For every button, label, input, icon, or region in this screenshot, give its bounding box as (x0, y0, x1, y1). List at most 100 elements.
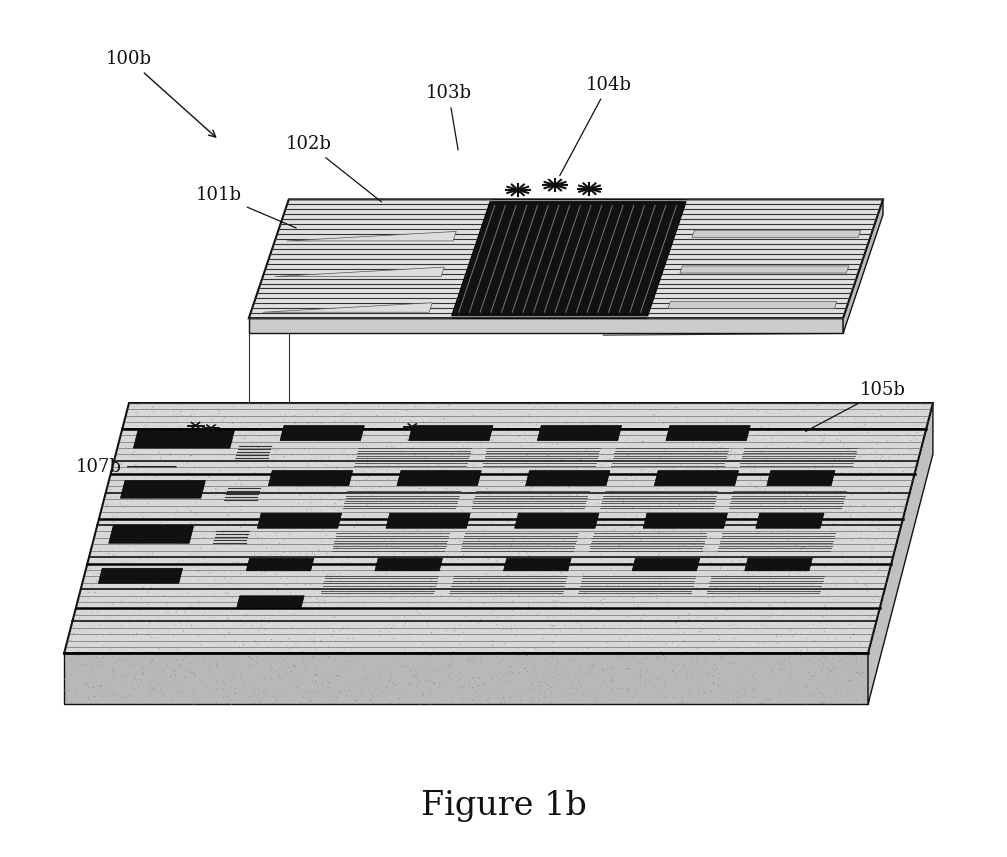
Point (441, 600, 457, 614)
Point (403, 669, 419, 683)
Point (523, 464, 539, 478)
Point (711, 648, 727, 662)
Point (713, 590, 729, 603)
Point (595, 427, 611, 440)
Point (567, 652, 583, 666)
Point (192, 540, 208, 554)
Point (268, 665, 284, 679)
Point (426, 524, 442, 538)
Point (276, 653, 292, 667)
Point (545, 474, 561, 488)
Point (448, 662, 464, 676)
Point (339, 448, 355, 462)
Point (841, 559, 857, 572)
Point (665, 495, 681, 509)
Point (727, 478, 743, 492)
Point (247, 650, 263, 664)
Point (880, 411, 896, 424)
Point (631, 695, 648, 709)
Point (182, 660, 198, 674)
Point (364, 691, 380, 704)
Point (693, 544, 709, 558)
Point (547, 554, 563, 568)
Point (67, 613, 84, 626)
Point (205, 632, 222, 646)
Point (483, 602, 499, 616)
Point (737, 688, 753, 702)
Point (611, 538, 627, 552)
Point (327, 644, 343, 658)
Point (416, 627, 432, 641)
Point (663, 495, 679, 509)
Point (153, 480, 169, 494)
Point (326, 481, 342, 494)
Point (824, 524, 840, 537)
Point (757, 425, 773, 439)
Point (748, 481, 764, 494)
Point (815, 509, 831, 523)
Point (142, 679, 158, 692)
Point (118, 691, 134, 704)
Point (750, 525, 766, 539)
Point (122, 440, 138, 453)
Point (726, 411, 742, 425)
Point (447, 624, 463, 638)
Point (453, 512, 469, 525)
Point (471, 533, 487, 547)
Point (745, 654, 761, 668)
Point (417, 503, 433, 517)
Point (212, 439, 229, 452)
Point (155, 650, 171, 663)
Point (757, 506, 773, 520)
Point (139, 434, 155, 448)
Point (682, 695, 698, 709)
Point (292, 546, 308, 560)
Point (529, 521, 545, 535)
Point (761, 527, 777, 541)
Point (335, 476, 351, 490)
Point (314, 578, 330, 591)
Point (263, 558, 279, 572)
Point (693, 428, 709, 442)
Point (631, 540, 648, 554)
Point (184, 685, 200, 698)
Point (894, 472, 910, 486)
Point (131, 613, 147, 626)
Point (849, 656, 865, 670)
Point (334, 409, 350, 423)
Point (522, 482, 538, 495)
Point (767, 482, 783, 495)
Point (624, 529, 640, 542)
Point (348, 694, 365, 708)
Point (375, 645, 391, 659)
Point (824, 524, 840, 538)
Point (623, 592, 639, 606)
Point (112, 670, 128, 684)
Point (363, 488, 379, 502)
Point (343, 643, 359, 656)
Point (774, 662, 790, 676)
Point (593, 433, 609, 446)
Point (487, 594, 504, 608)
Point (274, 622, 290, 636)
Point (303, 695, 319, 709)
Point (706, 498, 722, 512)
Point (727, 450, 743, 464)
Point (384, 687, 400, 701)
Point (657, 691, 673, 704)
Point (852, 595, 868, 608)
Point (582, 411, 598, 425)
Point (432, 677, 448, 691)
Point (428, 423, 444, 437)
Point (96, 630, 112, 644)
Point (596, 677, 612, 691)
Point (762, 599, 778, 613)
Point (612, 536, 628, 550)
Point (804, 670, 820, 684)
Point (406, 587, 422, 601)
Point (553, 441, 569, 455)
Point (81, 680, 97, 694)
Point (544, 557, 560, 571)
Point (607, 524, 623, 538)
Point (645, 561, 662, 575)
